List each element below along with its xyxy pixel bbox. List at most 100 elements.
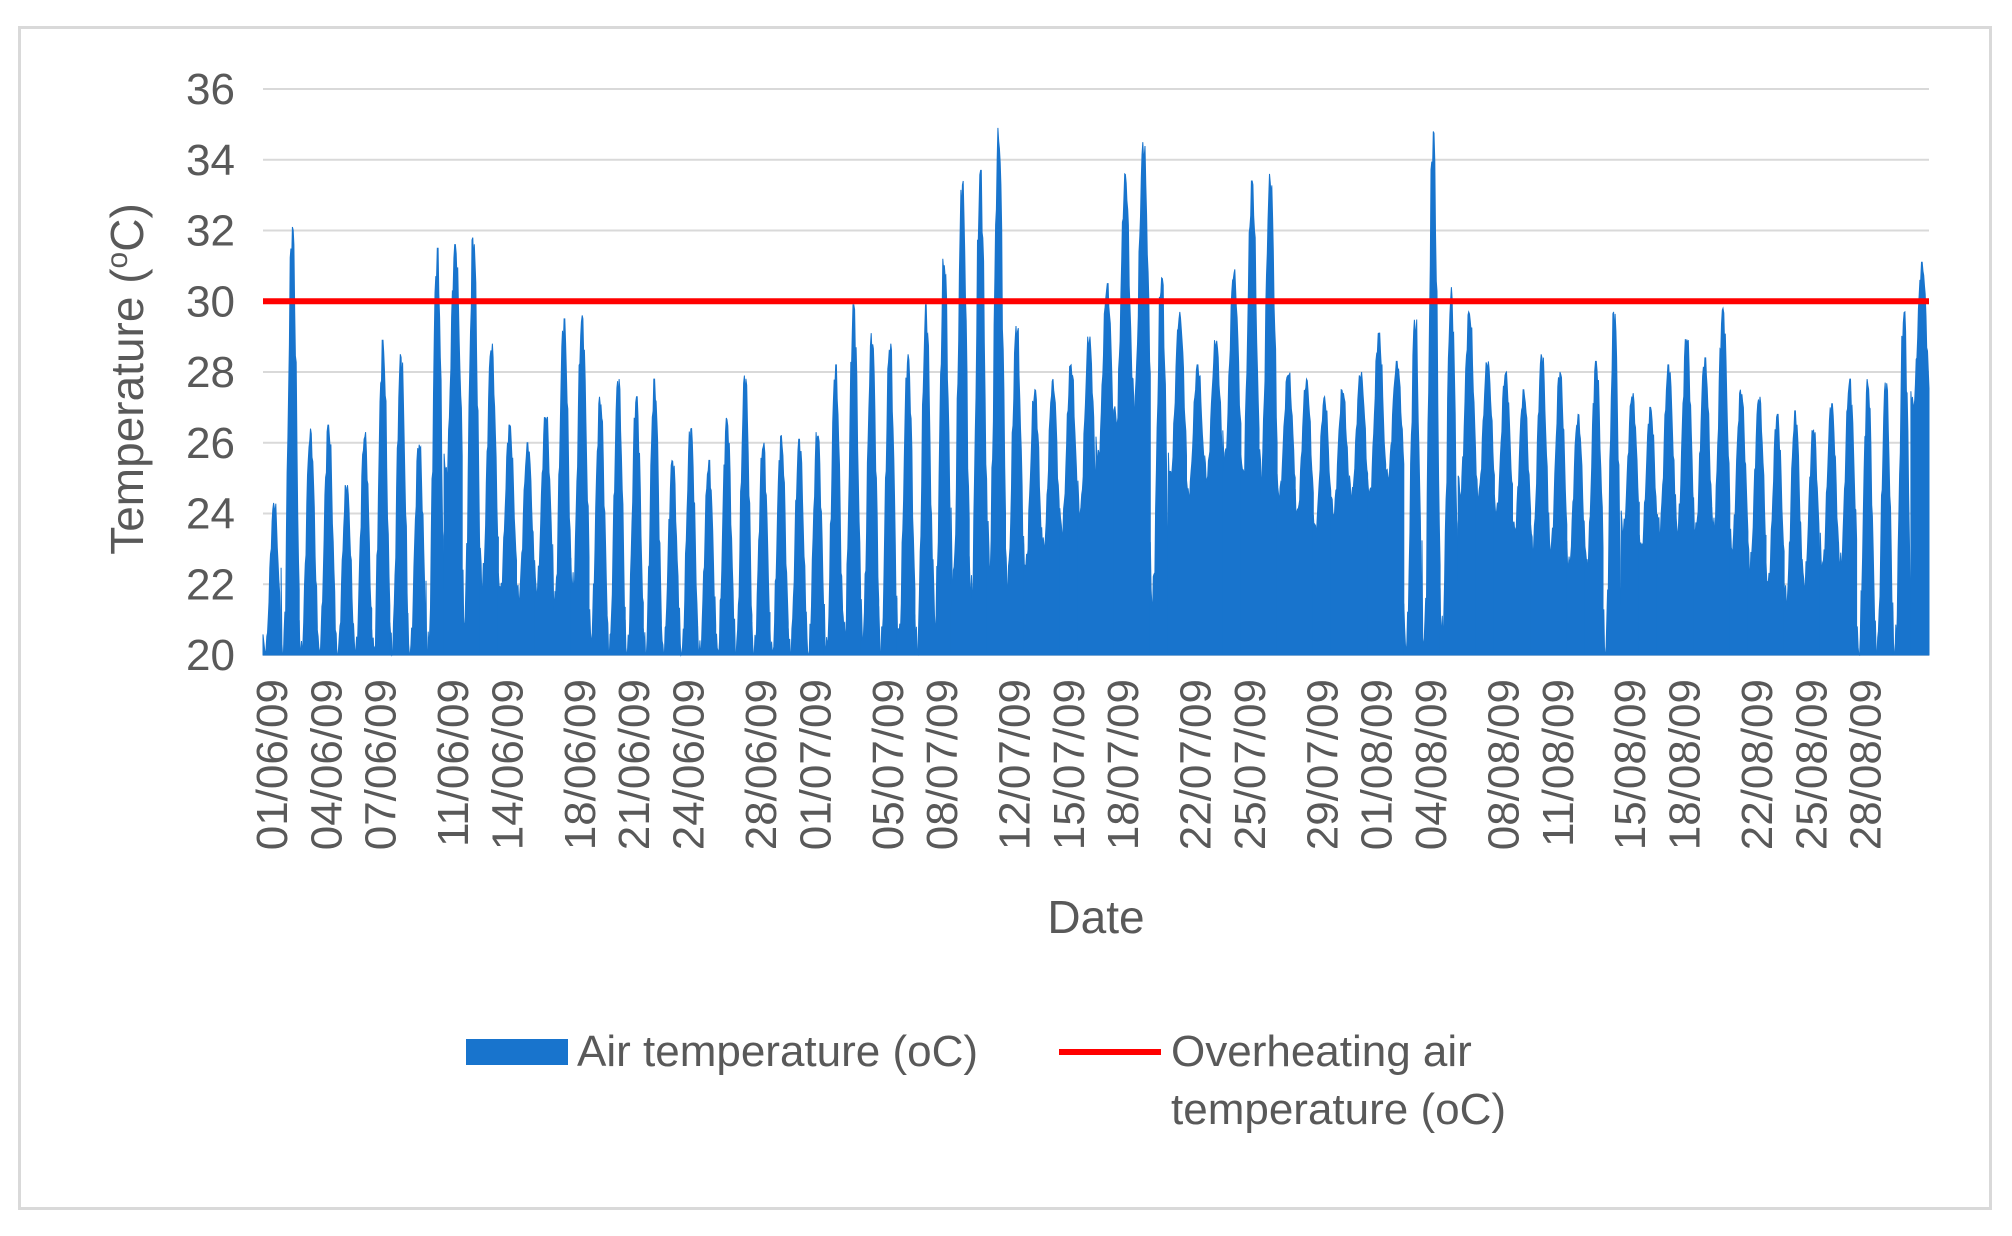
legend: Air temperature (oC) Overheating air tem… xyxy=(466,1027,1506,1134)
air-temperature-day-26-08-09 xyxy=(1819,403,1839,656)
air-temperature-day-21-07-09 xyxy=(1167,311,1187,656)
air-temperature-day-09-07-09 xyxy=(950,180,970,656)
air-temperature-day-11-06-09 xyxy=(443,244,463,656)
x-tick-label: 28/08/09 xyxy=(1842,679,1891,850)
air-temperature-day-02-07-09 xyxy=(823,364,843,656)
x-tick-label: 12/07/09 xyxy=(991,679,1040,850)
air-temperature-day-31-07-09 xyxy=(1349,371,1369,656)
x-tick-label: 18/07/09 xyxy=(1099,679,1148,850)
air-temperature-day-01-08-09 xyxy=(1367,332,1387,656)
air-temperature-day-16-08-09 xyxy=(1638,406,1658,656)
x-tick-label: 24/06/09 xyxy=(665,679,714,850)
x-tick-label: 18/06/09 xyxy=(556,679,605,850)
air-temperature-day-04-07-09 xyxy=(860,333,880,656)
air-temperature-day-27-06-09 xyxy=(733,375,753,656)
air-temperature-day-20-06-09 xyxy=(606,379,626,656)
y-axis-ticks: 20 22 24 26 28 30 32 34 36 xyxy=(186,65,235,680)
air-temperature-day-05-06-09 xyxy=(334,485,354,656)
y-tick-label: 30 xyxy=(186,277,235,326)
legend-label-overheating-line2: temperature (oC) xyxy=(1171,1085,1506,1134)
air-temperature-day-31-08-09 xyxy=(1910,261,1930,656)
x-tick-label: 29/07/09 xyxy=(1298,679,1347,850)
air-temperature-day-14-08-09 xyxy=(1602,311,1622,656)
air-temperature-day-18-08-09 xyxy=(1675,339,1695,656)
x-tick-label: 25/07/09 xyxy=(1226,679,1275,850)
x-tick-label: 15/07/09 xyxy=(1045,679,1094,850)
y-tick-label: 24 xyxy=(186,490,235,539)
air-temperature-day-12-08-09 xyxy=(1566,413,1586,656)
air-temperature-day-04-08-09 xyxy=(1421,131,1441,656)
air-temperature-day-02-08-09 xyxy=(1385,360,1405,656)
air-temperature-day-24-08-09 xyxy=(1783,410,1803,656)
air-temperature-day-20-07-09 xyxy=(1149,276,1169,656)
x-axis-ticks: 01/06/09 04/06/09 07/06/09 11/06/09 14/06/09… xyxy=(248,679,1891,850)
air-temperature-day-11-07-09 xyxy=(986,127,1006,656)
x-tick-label: 21/06/09 xyxy=(610,679,659,850)
legend-swatch-air xyxy=(466,1039,568,1065)
air-temperature-day-30-06-09 xyxy=(787,438,807,656)
y-tick-label: 22 xyxy=(186,560,235,609)
air-temperature-day-16-07-09 xyxy=(1077,336,1097,656)
air-temperature-day-24-07-09 xyxy=(1222,269,1242,656)
air-temperature-day-12-06-09 xyxy=(461,237,481,656)
air-temperature-day-15-07-09 xyxy=(1059,363,1079,656)
x-tick-label: 01/07/09 xyxy=(791,679,840,850)
air-temperature-day-17-07-09 xyxy=(1095,283,1115,656)
air-temperature-day-08-07-09 xyxy=(932,258,952,656)
y-tick-label: 34 xyxy=(186,136,235,185)
air-temperature-day-25-06-09 xyxy=(697,459,717,656)
air-temperature-day-14-07-09 xyxy=(1041,378,1061,656)
chart-frame: 20 22 24 26 28 30 32 34 36 01/06/09 04/06/09 07/06… xyxy=(18,26,1992,1210)
air-temperature-day-25-07-09 xyxy=(1240,180,1260,656)
y-axis-title: Temperature (oC) xyxy=(101,203,153,555)
air-temperature-day-22-06-09 xyxy=(642,378,662,656)
air-temperature-day-28-07-09 xyxy=(1294,377,1314,656)
air-temperature-day-29-06-09 xyxy=(769,434,789,656)
x-tick-label: 07/06/09 xyxy=(357,679,406,850)
air-temperature-day-05-07-09 xyxy=(878,343,898,656)
y-tick-label: 28 xyxy=(186,348,235,397)
air-temperature-day-06-08-09 xyxy=(1457,310,1477,656)
air-temperature-day-26-06-09 xyxy=(715,417,735,656)
air-temperature-day-07-08-09 xyxy=(1475,361,1495,656)
air-temperature-day-23-07-09 xyxy=(1204,340,1224,656)
x-tick-label: 11/06/09 xyxy=(429,679,478,847)
air-temperature-day-13-08-09 xyxy=(1584,360,1604,656)
y-tick-label: 32 xyxy=(186,207,235,256)
air-temperature-day-27-07-09 xyxy=(1276,372,1296,656)
x-tick-label: 04/06/09 xyxy=(302,679,351,850)
air-temperature-day-19-07-09 xyxy=(1131,142,1151,656)
x-tick-label: 08/07/09 xyxy=(918,679,967,850)
air-temperature-day-30-07-09 xyxy=(1330,388,1350,656)
y-tick-label: 26 xyxy=(186,419,235,468)
air-temperature-day-03-06-09 xyxy=(298,428,318,656)
air-temperature-day-12-07-09 xyxy=(1005,325,1025,656)
air-temperature-day-06-07-09 xyxy=(896,354,916,656)
x-tick-label: 25/08/09 xyxy=(1787,679,1836,850)
air-temperature-day-09-08-09 xyxy=(1512,389,1532,656)
air-temperature-day-04-06-09 xyxy=(316,424,336,656)
air-temperature-day-08-06-09 xyxy=(389,354,409,657)
air-temperature-day-23-08-09 xyxy=(1765,413,1785,656)
air-temperature-area xyxy=(262,127,1930,657)
air-temperature-day-24-06-09 xyxy=(679,427,699,657)
air-temperature-day-29-08-09 xyxy=(1874,382,1894,656)
legend-label-air: Air temperature (oC) xyxy=(577,1027,978,1076)
air-temperature-day-28-08-09 xyxy=(1856,379,1876,657)
air-temperature-day-06-06-09 xyxy=(353,432,373,656)
x-tick-label: 15/08/09 xyxy=(1606,679,1655,850)
x-tick-label: 18/08/09 xyxy=(1661,679,1710,850)
x-tick-label: 04/08/09 xyxy=(1407,679,1456,850)
air-temperature-day-28-06-09 xyxy=(751,442,771,656)
temperature-chart: 20 22 24 26 28 30 32 34 36 01/06/09 04/06/09 07/06… xyxy=(101,65,1930,1134)
legend-label-overheating-line1: Overheating air xyxy=(1171,1027,1472,1076)
air-temperature-day-02-06-09 xyxy=(280,226,300,656)
x-tick-label: 11/08/09 xyxy=(1534,679,1583,847)
air-temperature-day-15-08-09 xyxy=(1620,393,1640,656)
y-axis-title-sup: o xyxy=(101,252,134,269)
x-tick-label: 22/08/09 xyxy=(1733,679,1782,850)
air-temperature-day-10-07-09 xyxy=(968,169,988,656)
air-temperature-day-29-07-09 xyxy=(1312,395,1332,656)
air-temperature-day-10-06-09 xyxy=(425,247,445,656)
air-temperature-day-14-06-09 xyxy=(497,424,517,656)
